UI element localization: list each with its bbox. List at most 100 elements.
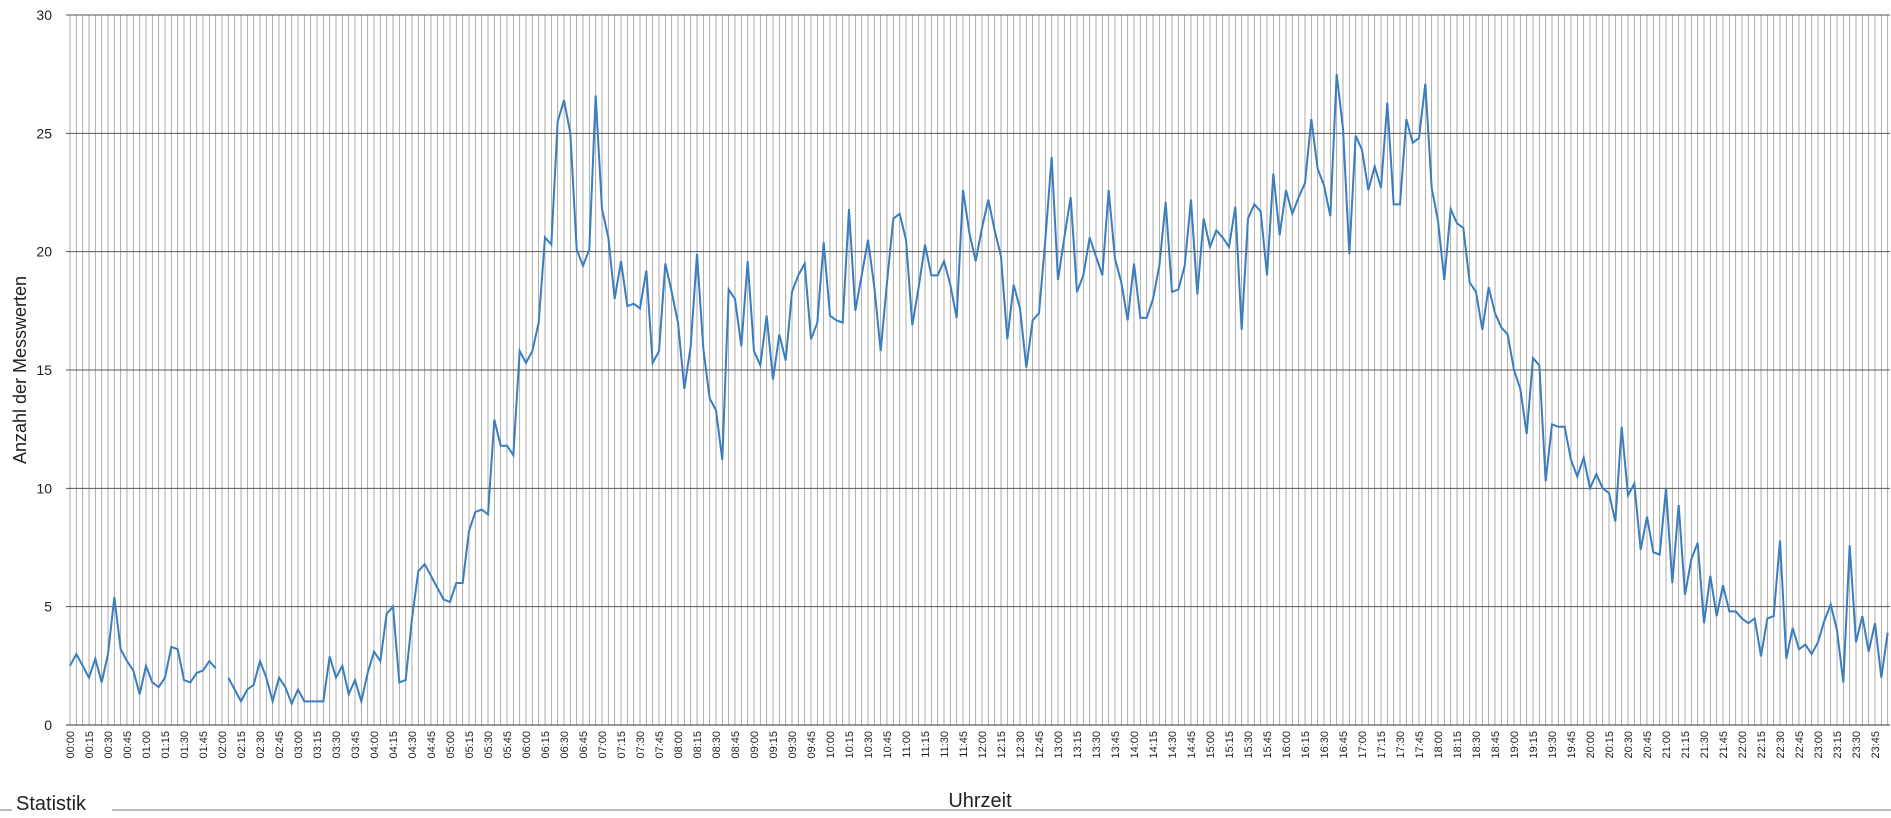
y-axis-label: Anzahl der Messwerten: [10, 276, 30, 464]
x-tick-label: 17:00: [1357, 731, 1369, 759]
x-tick-label: 20:30: [1623, 731, 1635, 759]
x-tick-label: 12:15: [996, 731, 1008, 759]
x-tick-label: 02:00: [217, 731, 229, 759]
x-tick-label: 07:30: [635, 731, 647, 759]
x-tick-label: 09:00: [749, 731, 761, 759]
x-tick-label: 18:15: [1452, 731, 1464, 759]
x-tick-label: 15:45: [1262, 731, 1274, 759]
x-tick-label: 23:30: [1851, 731, 1863, 759]
x-tick-label: 08:30: [711, 731, 723, 759]
x-tick-label: 16:15: [1300, 731, 1312, 759]
x-tick-label: 00:00: [65, 731, 77, 759]
x-tick-label: 04:15: [388, 731, 400, 759]
x-tick-label: 21:00: [1661, 731, 1673, 759]
x-tick-label: 19:15: [1528, 731, 1540, 759]
x-tick-label: 15:15: [1224, 731, 1236, 759]
x-tick-label: 07:15: [616, 731, 628, 759]
x-tick-label: 12:45: [1034, 731, 1046, 759]
x-tick-label: 01:45: [198, 731, 210, 759]
x-tick-label: 11:45: [958, 731, 970, 758]
x-tick-label: 17:45: [1414, 731, 1426, 759]
x-tick-label: 16:30: [1319, 731, 1331, 759]
x-tick-label: 00:15: [84, 731, 96, 759]
x-tick-label: 09:45: [806, 731, 818, 759]
x-tick-label: 05:30: [483, 731, 495, 759]
x-tick-label: 07:00: [597, 731, 609, 759]
y-tick-label: 0: [44, 717, 52, 733]
x-tick-label: 15:00: [1205, 731, 1217, 759]
x-tick-label: 04:45: [426, 731, 438, 759]
x-tick-label: 23:15: [1832, 731, 1844, 759]
x-tick-label: 20:00: [1585, 731, 1597, 759]
x-tick-label: 21:45: [1718, 731, 1730, 759]
x-tick-label: 10:30: [863, 731, 875, 759]
x-tick-label: 13:30: [1091, 731, 1103, 759]
x-tick-label: 08:00: [673, 731, 685, 759]
x-tick-label: 20:45: [1642, 731, 1654, 759]
x-tick-label: 04:00: [369, 731, 381, 759]
x-tick-label: 03:45: [350, 731, 362, 759]
x-tick-label: 17:15: [1376, 731, 1388, 759]
y-tick-label: 5: [44, 599, 52, 615]
section-label: Statistik: [16, 793, 87, 813]
x-tick-label: 08:15: [692, 731, 704, 759]
x-tick-label: 14:15: [1148, 731, 1160, 759]
x-tick-label: 21:30: [1699, 731, 1711, 759]
x-tick-label: 06:00: [521, 731, 533, 759]
x-tick-label: 22:15: [1756, 731, 1768, 759]
x-tick-label: 02:30: [255, 731, 267, 759]
x-tick-label: 20:15: [1604, 731, 1616, 759]
x-tick-label: 06:45: [578, 731, 590, 759]
x-tick-label: 13:45: [1110, 731, 1122, 759]
x-tick-label: 21:15: [1680, 731, 1692, 759]
x-tick-label: 17:30: [1395, 731, 1407, 759]
x-tick-label: 01:30: [179, 731, 191, 759]
x-tick-label: 06:30: [559, 731, 571, 759]
x-tick-label: 11:30: [939, 731, 951, 758]
x-tick-label: 22:30: [1775, 731, 1787, 759]
x-tick-label: 23:45: [1870, 731, 1882, 759]
y-tick-label: 15: [36, 362, 52, 378]
x-tick-label: 00:30: [103, 731, 115, 759]
x-tick-label: 00:45: [122, 731, 134, 759]
x-tick-label: 10:00: [825, 731, 837, 759]
x-tick-label: 14:00: [1129, 731, 1141, 759]
x-tick-label: 11:00: [901, 731, 913, 758]
x-tick-label: 18:45: [1490, 731, 1502, 759]
x-tick-label: 07:45: [654, 731, 666, 759]
x-tick-label: 10:45: [882, 731, 894, 759]
x-tick-label: 14:30: [1167, 731, 1179, 759]
x-tick-label: 22:00: [1737, 731, 1749, 759]
x-tick-label: 06:15: [540, 731, 552, 759]
x-tick-label: 02:15: [236, 731, 248, 759]
x-tick-label: 10:15: [844, 731, 856, 759]
y-tick-label: 30: [36, 7, 52, 23]
x-tick-label: 05:15: [464, 731, 476, 759]
x-tick-label: 01:00: [141, 731, 153, 759]
y-tick-label: 10: [36, 480, 52, 496]
y-tick-label: 25: [36, 125, 52, 141]
x-tick-label: 16:45: [1338, 731, 1350, 759]
data-line: [227, 74, 1889, 707]
x-tick-label: 12:00: [977, 731, 989, 759]
x-tick-label: 19:30: [1547, 731, 1559, 759]
x-tick-label: 01:15: [160, 731, 172, 759]
x-tick-label: 12:30: [1015, 731, 1027, 759]
x-tick-label: 18:00: [1433, 731, 1445, 759]
x-tick-label: 05:45: [502, 731, 514, 759]
x-tick-label: 09:30: [787, 731, 799, 759]
x-tick-label: 09:15: [768, 731, 780, 759]
x-tick-label: 15:30: [1243, 731, 1255, 759]
x-tick-label: 05:00: [445, 731, 457, 759]
data-line: [69, 597, 217, 695]
x-tick-label: 08:45: [730, 731, 742, 759]
x-tick-label: 19:45: [1566, 731, 1578, 759]
x-tick-label: 04:30: [407, 731, 419, 759]
x-tick-label: 19:00: [1509, 731, 1521, 759]
x-tick-label: 11:15: [920, 731, 932, 758]
x-axis-label: Uhrzeit: [948, 790, 1012, 812]
x-tick-label: 13:00: [1053, 731, 1065, 759]
x-tick-label: 14:45: [1186, 731, 1198, 759]
x-tick-label: 18:30: [1471, 731, 1483, 759]
x-tick-label: 03:30: [331, 731, 343, 759]
